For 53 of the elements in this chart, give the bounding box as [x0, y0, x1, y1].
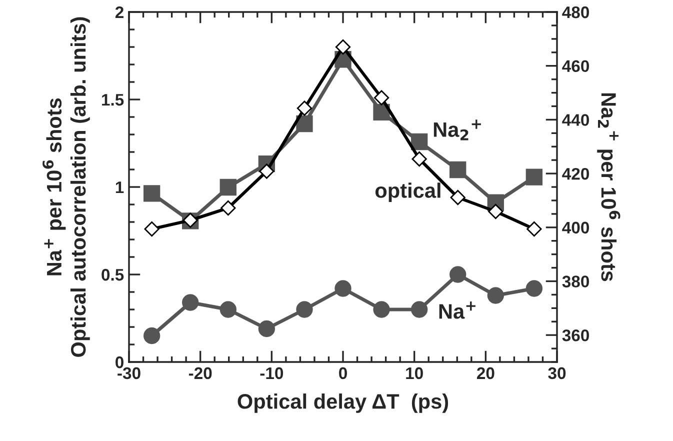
- y2-tick-label: 440: [562, 114, 589, 126]
- point: [412, 151, 427, 167]
- y2-tick-label: 480: [562, 6, 589, 18]
- point: [526, 168, 543, 186]
- y2-tick-label: 460: [562, 60, 589, 72]
- point: [335, 39, 351, 55]
- point: [296, 115, 313, 132]
- y2-tick-label: 420: [562, 168, 589, 180]
- point: [488, 204, 504, 220]
- point: [526, 221, 542, 237]
- y-tick-label: 2: [115, 6, 124, 18]
- point: [220, 200, 236, 216]
- point: [334, 280, 352, 297]
- point: [296, 100, 312, 116]
- series-label: Na$_{2}$$^{+}$: [434, 120, 481, 140]
- series-label: Na$^{+}$: [439, 301, 476, 319]
- x-tick-label: 10: [406, 367, 423, 380]
- x-tick-label: 0: [339, 367, 347, 380]
- point: [144, 221, 160, 237]
- y2-tick-label: 400: [562, 222, 589, 234]
- point: [220, 301, 236, 318]
- point: [143, 327, 160, 344]
- y2-axis-title: Na$_{2}$$^{+}$ per 10$^{6}$ shots: [597, 93, 620, 282]
- x-axis-title: Optical delay ΔT (ps): [238, 394, 448, 413]
- point: [373, 104, 390, 120]
- y-axis-title: Na$^{+}$ per 10$^{6}$ shots Optical autocorrelation (arb. units): [42, 17, 90, 357]
- point: [296, 301, 313, 318]
- point: [258, 320, 276, 338]
- y-tick-label: 1.5: [102, 94, 124, 106]
- point: [143, 185, 160, 202]
- point: [450, 266, 466, 283]
- y-tick-label: 1: [116, 182, 124, 194]
- point: [410, 133, 428, 150]
- point: [450, 161, 466, 178]
- point: [220, 178, 236, 196]
- point: [373, 301, 390, 318]
- x-tick-label: -30: [118, 367, 140, 380]
- series-label: optical: [375, 182, 440, 202]
- point: [410, 301, 428, 318]
- y-tick-label: 0: [116, 356, 124, 368]
- x-tick-label: 20: [476, 367, 494, 380]
- point: [259, 164, 274, 179]
- x-tick-label: 30: [548, 367, 566, 380]
- x-tick-label: -10: [260, 367, 284, 380]
- point: [450, 190, 466, 206]
- y-tick-label: 0.5: [102, 268, 124, 281]
- y2-tick-label: 380: [562, 276, 589, 288]
- point: [526, 280, 543, 297]
- point: [182, 294, 199, 311]
- x-tick-label: -20: [188, 367, 212, 380]
- point: [487, 287, 504, 304]
- point: [374, 90, 390, 106]
- y2-tick-label: 360: [562, 329, 589, 342]
